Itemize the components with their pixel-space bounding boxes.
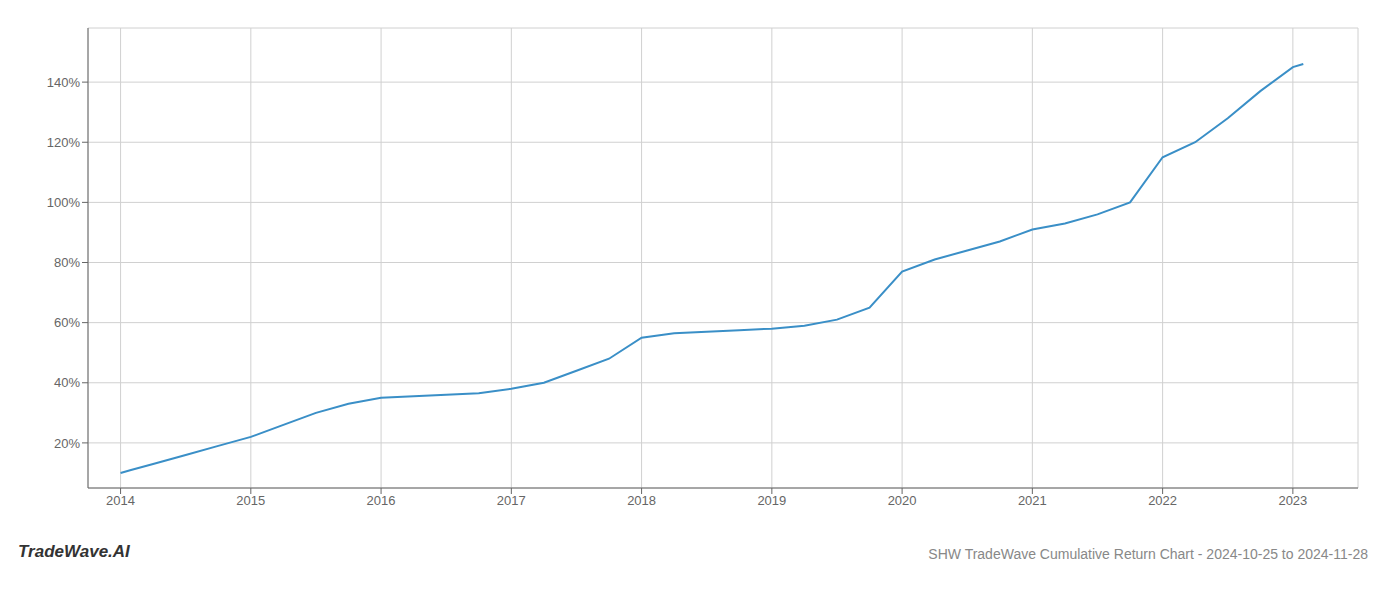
html-text:TradeWave.AI: TradeWave.AI [18,542,130,561]
svg-text:2015: 2015 [236,493,265,508]
svg-text:60%: 60% [54,315,80,330]
svg-text:20%: 20% [54,436,80,451]
svg-text:2017: 2017 [497,493,526,508]
svg-text:2014: 2014 [106,493,135,508]
svg-text:2020: 2020 [888,493,917,508]
svg-text:40%: 40% [54,375,80,390]
svg-text:80%: 80% [54,255,80,270]
svg-text:2019: 2019 [757,493,786,508]
svg-text:2022: 2022 [1148,493,1177,508]
svg-text:140%: 140% [47,75,81,90]
svg-text:2021: 2021 [1018,493,1047,508]
svg-text:2016: 2016 [367,493,396,508]
svg-text:100%: 100% [47,195,81,210]
svg-text:2018: 2018 [627,493,656,508]
svg-text:2023: 2023 [1278,493,1307,508]
svg-text:120%: 120% [47,135,81,150]
html-text:SHW TradeWave Cumulative Retur: SHW TradeWave Cumulative Return Chart - … [928,546,1368,562]
